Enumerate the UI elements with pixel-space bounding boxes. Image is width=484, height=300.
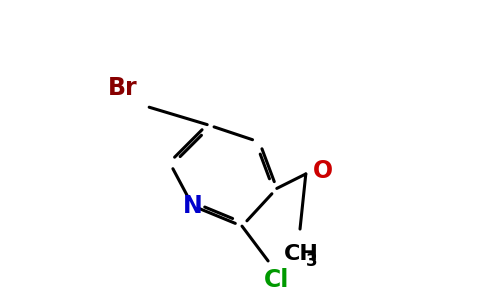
Text: Br: Br (108, 76, 137, 100)
Text: O: O (313, 159, 333, 183)
Text: 3: 3 (306, 252, 318, 270)
Text: CH: CH (284, 244, 319, 264)
Text: N: N (183, 194, 203, 218)
Text: Cl: Cl (264, 268, 289, 292)
